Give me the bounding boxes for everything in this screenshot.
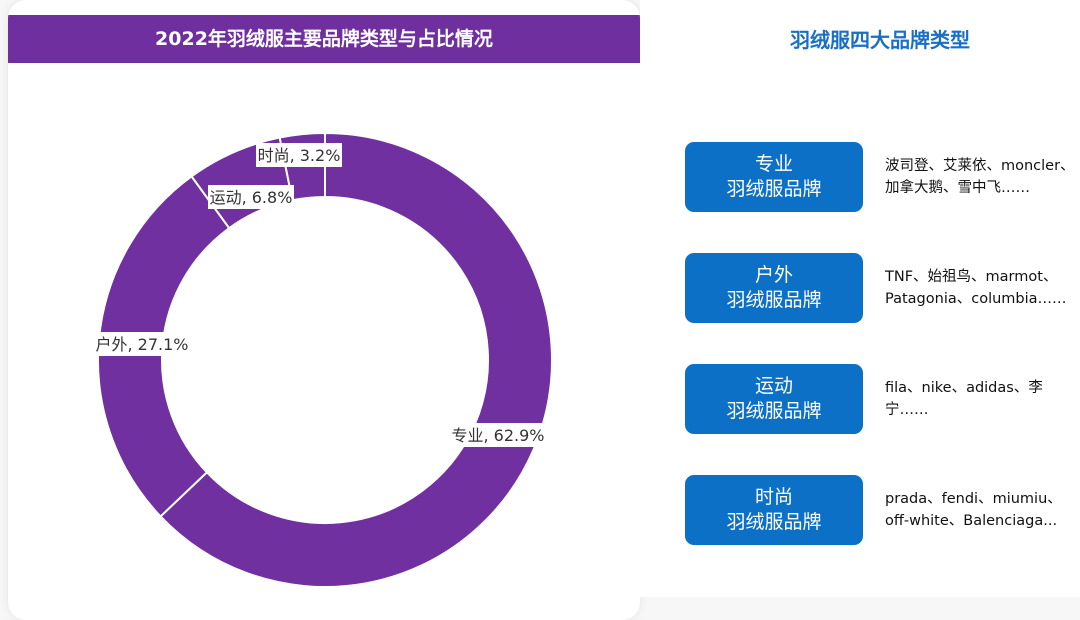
data-label: 户外, 27.1% xyxy=(95,335,188,354)
brand-type-sublabel: 羽绒服品牌 xyxy=(726,178,822,200)
brand-examples-line: off-white、Balenciaga... xyxy=(885,513,1058,529)
brand-type-label: 运动 xyxy=(754,375,793,397)
data-label: 运动, 6.8% xyxy=(210,188,293,207)
donut-slice-0 xyxy=(159,131,553,588)
brand-examples: prada、fendi、miumiu、 off-white、Balenciaga… xyxy=(885,488,1080,532)
brand-examples-line: 宁…… xyxy=(885,402,929,418)
data-label: 时尚, 3.2% xyxy=(258,146,341,165)
chart-card: 2022年羽绒服主要品牌类型与占比情况 专业, 62.9% 户外, 27.1% 运动… xyxy=(8,0,640,620)
brand-type-button[interactable]: 专业 羽绒服品牌 xyxy=(685,142,863,212)
donut-chart: 专业, 62.9% 户外, 27.1% 运动, 6.8% 时尚, 3.2% xyxy=(94,131,553,588)
brand-examples-line: 加拿大鹅、雪中飞…… xyxy=(885,180,1030,196)
data-label: 专业, 62.9% xyxy=(451,426,544,445)
brand-type-label: 户外 xyxy=(754,264,793,286)
brand-examples: 波司登、艾莱依、moncler、 加拿大鹅、雪中飞…… xyxy=(885,155,1080,199)
brand-examples-line: 波司登、艾莱依、moncler、 xyxy=(885,158,1075,174)
data-label-bg xyxy=(208,185,294,209)
brand-examples-line: TNF、始祖鸟、marmot、 xyxy=(885,269,1058,285)
brand-panel: 羽绒服四大品牌类型 专业 羽绒服品牌 波司登、艾莱依、moncler、 加拿大鹅… xyxy=(640,0,1080,597)
brand-examples: fila、nike、adidas、李 宁…… xyxy=(885,377,1080,421)
brand-examples-line: fila、nike、adidas、李 xyxy=(885,380,1043,396)
brand-type-sublabel: 羽绒服品牌 xyxy=(726,511,822,533)
brand-type-label: 时尚 xyxy=(754,486,793,508)
brand-type-button[interactable]: 时尚 羽绒服品牌 xyxy=(685,475,863,545)
brand-type-button[interactable]: 户外 羽绒服品牌 xyxy=(685,253,863,323)
data-label-bg xyxy=(450,423,546,447)
panel-title: 羽绒服四大品牌类型 xyxy=(790,28,970,52)
brand-type-sublabel: 羽绒服品牌 xyxy=(726,289,822,311)
brand-examples: TNF、始祖鸟、marmot、 Patagonia、columbia…… xyxy=(885,266,1080,310)
brand-examples-line: Patagonia、columbia…… xyxy=(885,291,1067,307)
chart-title: 2022年羽绒服主要品牌类型与占比情况 xyxy=(8,15,640,63)
brand-type-sublabel: 羽绒服品牌 xyxy=(726,400,822,422)
data-label-bg xyxy=(94,332,190,356)
brand-examples-line: prada、fendi、miumiu、 xyxy=(885,491,1062,507)
data-label-bg xyxy=(256,143,342,167)
brand-type-button[interactable]: 运动 羽绒服品牌 xyxy=(685,364,863,434)
brand-type-label: 专业 xyxy=(754,153,793,175)
